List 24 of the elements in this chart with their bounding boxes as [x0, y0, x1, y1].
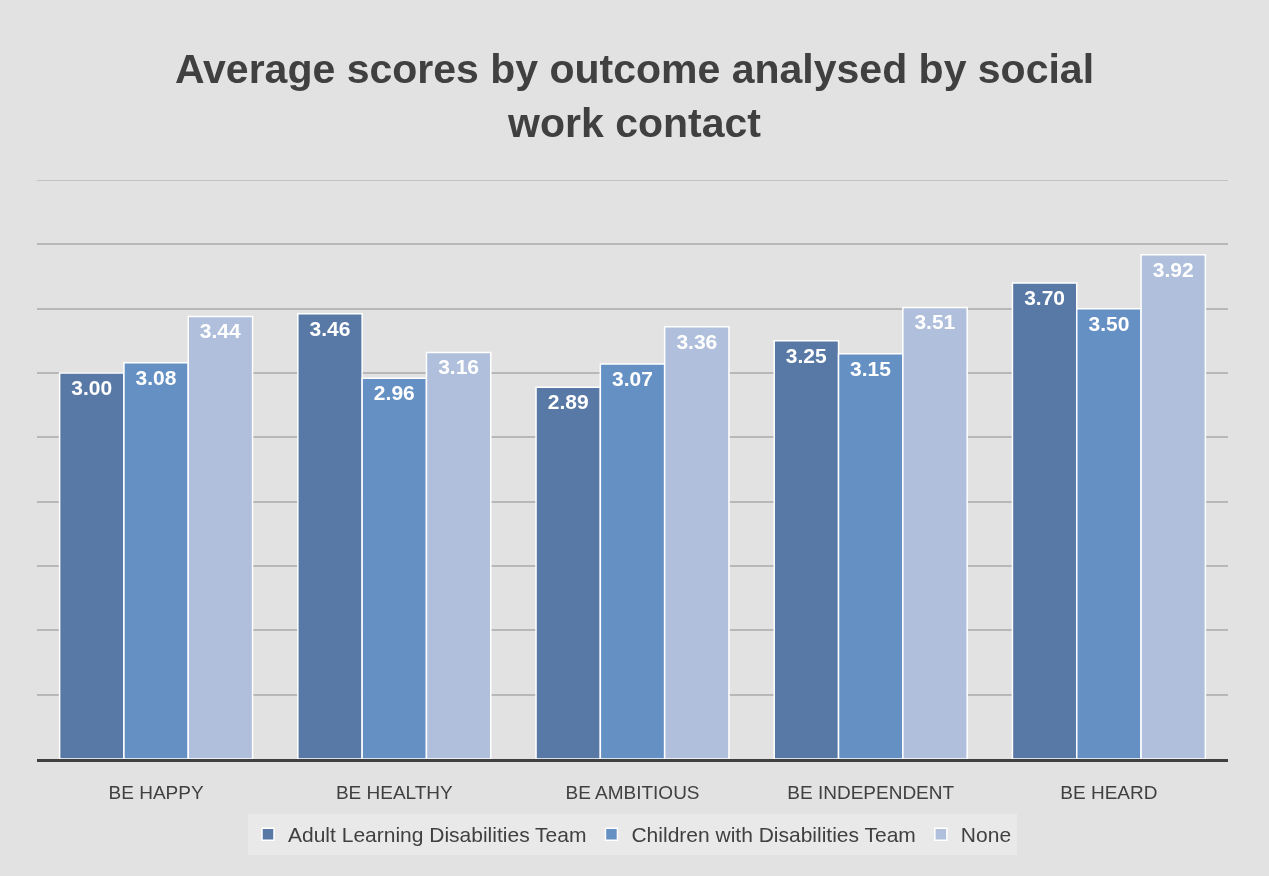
- legend-label: Adult Learning Disabilities Team: [288, 823, 587, 847]
- data-label: 3.16: [438, 355, 480, 379]
- data-label: 3.50: [1088, 311, 1130, 335]
- data-label: 3.25: [785, 343, 827, 367]
- data-label: 3.51: [914, 310, 956, 334]
- data-label: 3.36: [676, 329, 718, 353]
- data-label: 3.00: [71, 376, 113, 399]
- x-tick-label: BE AMBITIOUS: [565, 781, 700, 803]
- chart-title: Average scores by outcome analysed by social work contact: [174, 46, 1095, 146]
- x-tick-label: BE HEARD: [1060, 781, 1158, 803]
- data-label: 2.96: [373, 381, 415, 405]
- data-label: 3.92: [1152, 257, 1194, 281]
- data-label: 3.07: [612, 366, 653, 390]
- x-tick-label: BE INDEPENDENT: [787, 781, 955, 803]
- legend-label: None: [960, 823, 1012, 847]
- data-label: 3.08: [135, 365, 177, 389]
- data-label: 2.89: [547, 390, 589, 414]
- data-label: 3.70: [1024, 285, 1066, 309]
- x-tick-label: BE HAPPY: [108, 781, 204, 803]
- data-label: 3.44: [199, 319, 242, 343]
- legend-label: Children with Disabilities Team: [631, 823, 916, 847]
- data-label: 3.46: [309, 316, 351, 340]
- x-tick-label: BE HEALTHY: [335, 781, 454, 803]
- data-label: 3.15: [850, 356, 892, 380]
